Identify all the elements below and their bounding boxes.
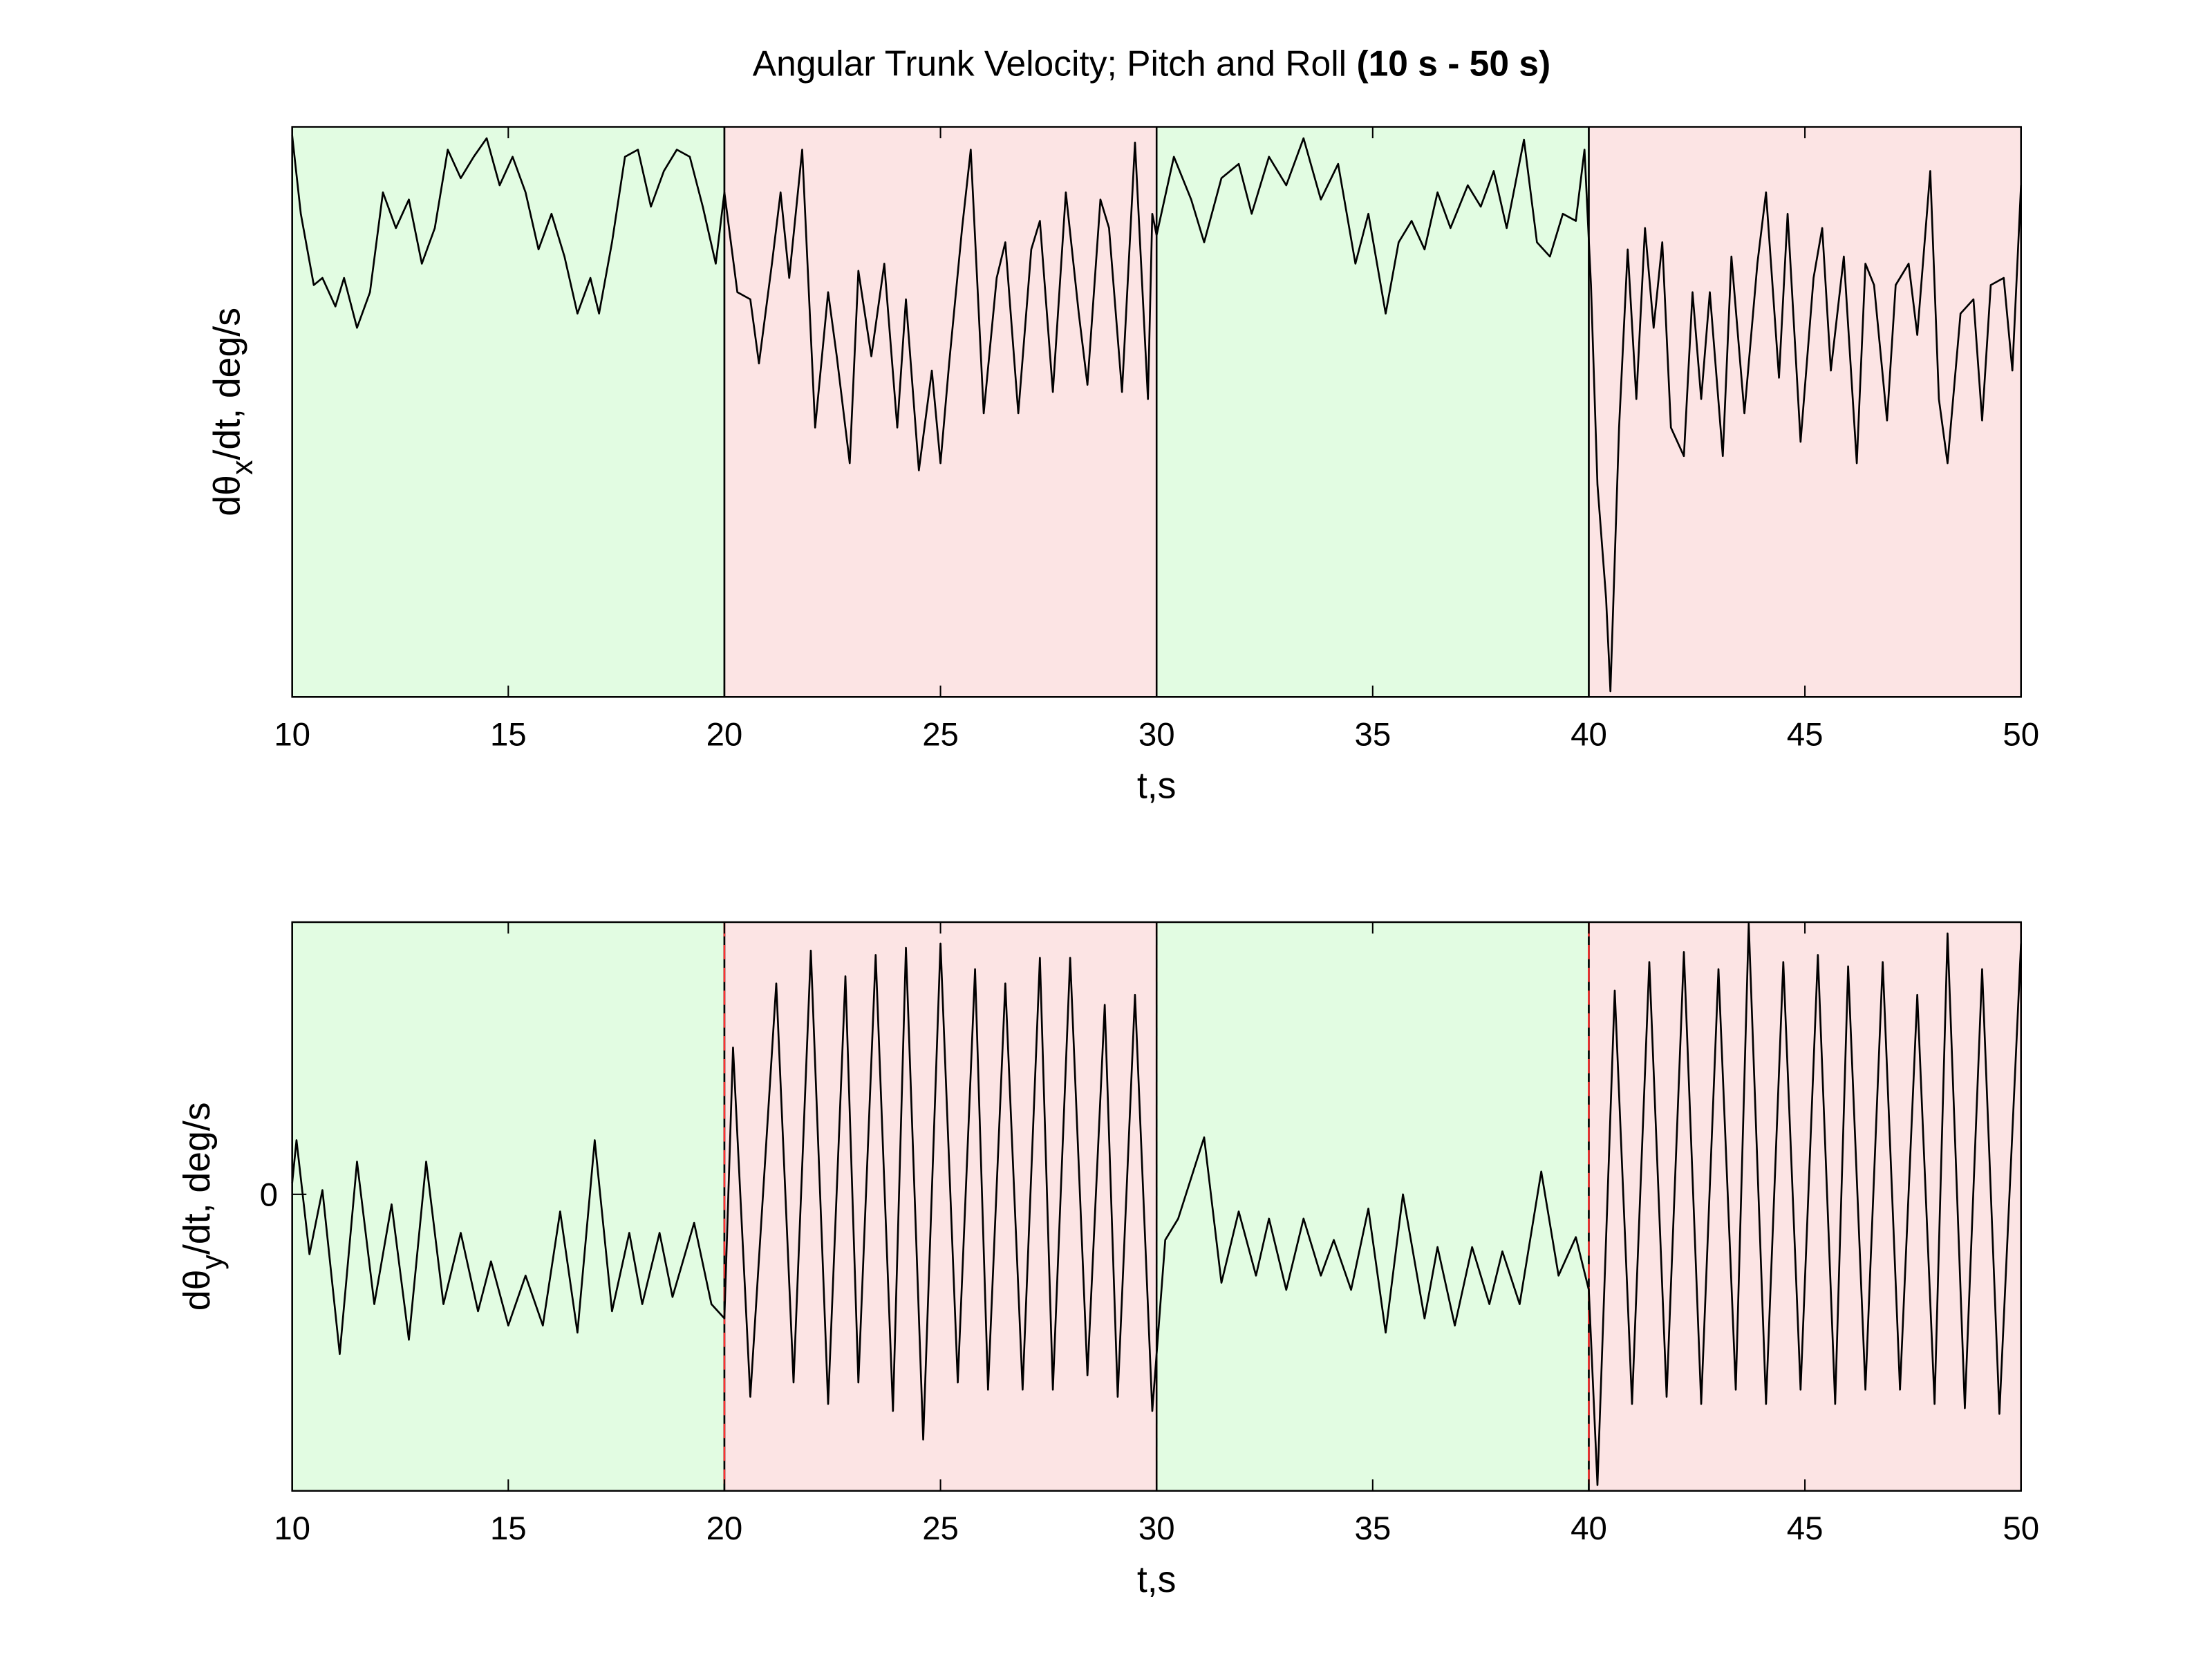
region (724, 922, 1157, 1491)
region (292, 126, 724, 697)
x-tick-label: 45 (1787, 716, 1824, 753)
region (292, 922, 724, 1491)
x-tick-label: 15 (490, 1510, 527, 1547)
title-note: (10 s - 50 s) (1356, 43, 1550, 83)
x-tick-label: 10 (274, 1510, 310, 1547)
x-axis-label: t,s (1137, 1559, 1177, 1600)
y-axis-label: dθx/dt, deg/s (206, 308, 259, 516)
x-tick-label: 25 (922, 1510, 959, 1547)
x-tick-label: 25 (922, 716, 959, 753)
x-axis-label: t,s (1137, 765, 1177, 807)
y-label-symbol: dθ (176, 1270, 218, 1311)
title-main: Angular Trunk Velocity; Pitch and Roll (753, 43, 1347, 83)
data-line (291, 135, 2023, 693)
x-tick-label: 50 (2003, 716, 2039, 753)
x-tick-label: 40 (1571, 716, 1607, 753)
x-tick-label: 20 (706, 1510, 743, 1547)
x-tick-label: 40 (1571, 1510, 1607, 1547)
x-tick-label: 20 (706, 716, 743, 753)
region (724, 126, 1157, 697)
y-axis-label: dθy/dt, deg/s (176, 1102, 229, 1311)
x-tick-label: 30 (1138, 716, 1175, 753)
region (1156, 922, 1589, 1491)
data-line (291, 922, 2023, 1486)
region (1156, 126, 1589, 697)
figure-title: Angular Trunk Velocity; Pitch and Roll (… (753, 43, 1550, 83)
region (1588, 922, 2021, 1491)
y-label-suffix: /dt, deg/s (206, 308, 247, 460)
y-label-subscript: x (226, 460, 259, 475)
x-tick-label: 10 (274, 716, 310, 753)
x-tick-label: 50 (2003, 1510, 2039, 1547)
x-tick-label: 35 (1354, 716, 1391, 753)
y-label-suffix: /dt, deg/s (176, 1102, 218, 1254)
region (1588, 126, 2021, 697)
x-tick-label: 15 (490, 716, 527, 753)
x-tick-label: 30 (1138, 1510, 1175, 1547)
y-label-symbol: dθ (206, 475, 247, 516)
x-tick-label: 35 (1354, 1510, 1391, 1547)
y-label-subscript: y (196, 1255, 229, 1270)
y-tick-label: 0 (260, 1177, 278, 1213)
x-tick-label: 45 (1787, 1510, 1824, 1547)
